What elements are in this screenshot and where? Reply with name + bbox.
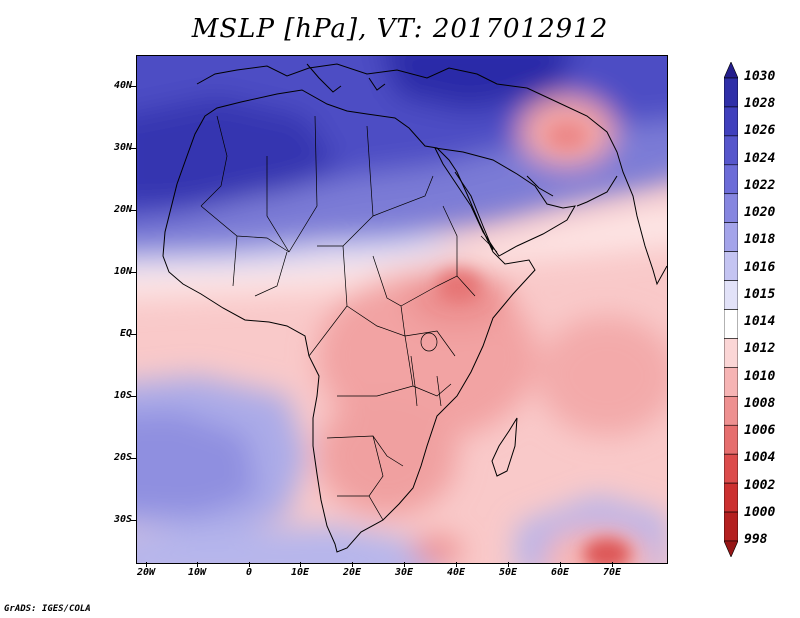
lon-label-50e: 50E	[498, 567, 518, 578]
colorbar-label: 1015	[744, 286, 776, 302]
lon-label-20w: 20W	[136, 567, 156, 578]
colorbar-label: 1028	[744, 96, 776, 112]
lat-label-10s: 10S	[113, 390, 132, 401]
colorbar-label: 1020	[744, 205, 776, 221]
lakes	[410, 332, 442, 407]
colorbar-swatch	[724, 396, 738, 426]
colorbar-label: 1026	[744, 123, 776, 139]
country-borders	[200, 115, 498, 521]
colorbar-label: 1024	[744, 150, 776, 166]
lat-label-10n: 10N	[113, 266, 132, 277]
colorbar-swatch	[724, 164, 738, 195]
colorbar-label: 1014	[744, 314, 776, 330]
lon-label-30e: 30E	[394, 567, 414, 578]
colorbar-swatch	[724, 511, 738, 542]
colorbar-label: 1000	[744, 504, 776, 520]
colorbar-label: 1008	[744, 395, 776, 411]
colorbar-swatch	[724, 367, 738, 397]
footer-credit: GrADS: IGES/COLA	[4, 604, 91, 614]
colorbar-swatch	[724, 338, 738, 368]
colorbar-swatch	[724, 106, 738, 137]
colorbar-label: 1030	[744, 69, 776, 84]
colorbar-label: 998	[744, 532, 768, 547]
lon-label-20e: 20E	[342, 567, 362, 578]
lat-label-30n: 30N	[113, 142, 132, 153]
lon-label-10w: 10W	[187, 567, 207, 578]
colorbar-label: 1022	[744, 177, 776, 193]
coastlines	[162, 63, 667, 553]
pressure-field-svg	[137, 56, 667, 563]
colorbar-label: 1002	[744, 477, 776, 493]
colorbar-swatch	[724, 482, 738, 513]
colorbar-swatch	[724, 424, 738, 455]
colorbar-swatch	[724, 280, 738, 310]
lat-label-20n: 20N	[113, 204, 132, 215]
colorbar-swatch	[724, 77, 738, 108]
colorbar-swatch	[724, 135, 738, 166]
lon-label-0: 0	[245, 567, 253, 578]
lat-label-eq: EQ	[119, 328, 132, 339]
colorbar-label: 1004	[744, 450, 776, 466]
colorbar-label: 1006	[744, 423, 776, 439]
colorbar-label: 1010	[744, 368, 776, 384]
colorbar-swatch	[724, 251, 738, 281]
colorbar-label: 1018	[744, 232, 776, 248]
colorbar-swatch	[724, 193, 738, 223]
lon-label-40e: 40E	[446, 567, 466, 578]
colorbar-label: 1012	[744, 341, 776, 357]
colorbar-top-arrow	[724, 62, 738, 79]
lon-label-10e: 10E	[290, 567, 310, 578]
colorbar	[724, 62, 738, 557]
lon-label-70e: 70E	[602, 567, 622, 578]
colorbar-swatch	[724, 453, 738, 484]
lat-label-30s: 30S	[113, 514, 132, 525]
map-title: MSLP [hPa], VT: 2017012912	[191, 14, 609, 44]
colorbar-swatch	[724, 309, 738, 339]
colorbar-swatch	[724, 222, 738, 252]
lat-label-20s: 20S	[113, 452, 132, 463]
colorbar-label: 1016	[744, 259, 776, 275]
lat-label-40n: 40N	[113, 80, 132, 91]
pressure-map	[136, 55, 668, 564]
colorbar-bottom-arrow	[724, 540, 738, 557]
lon-label-60e: 60E	[550, 567, 570, 578]
